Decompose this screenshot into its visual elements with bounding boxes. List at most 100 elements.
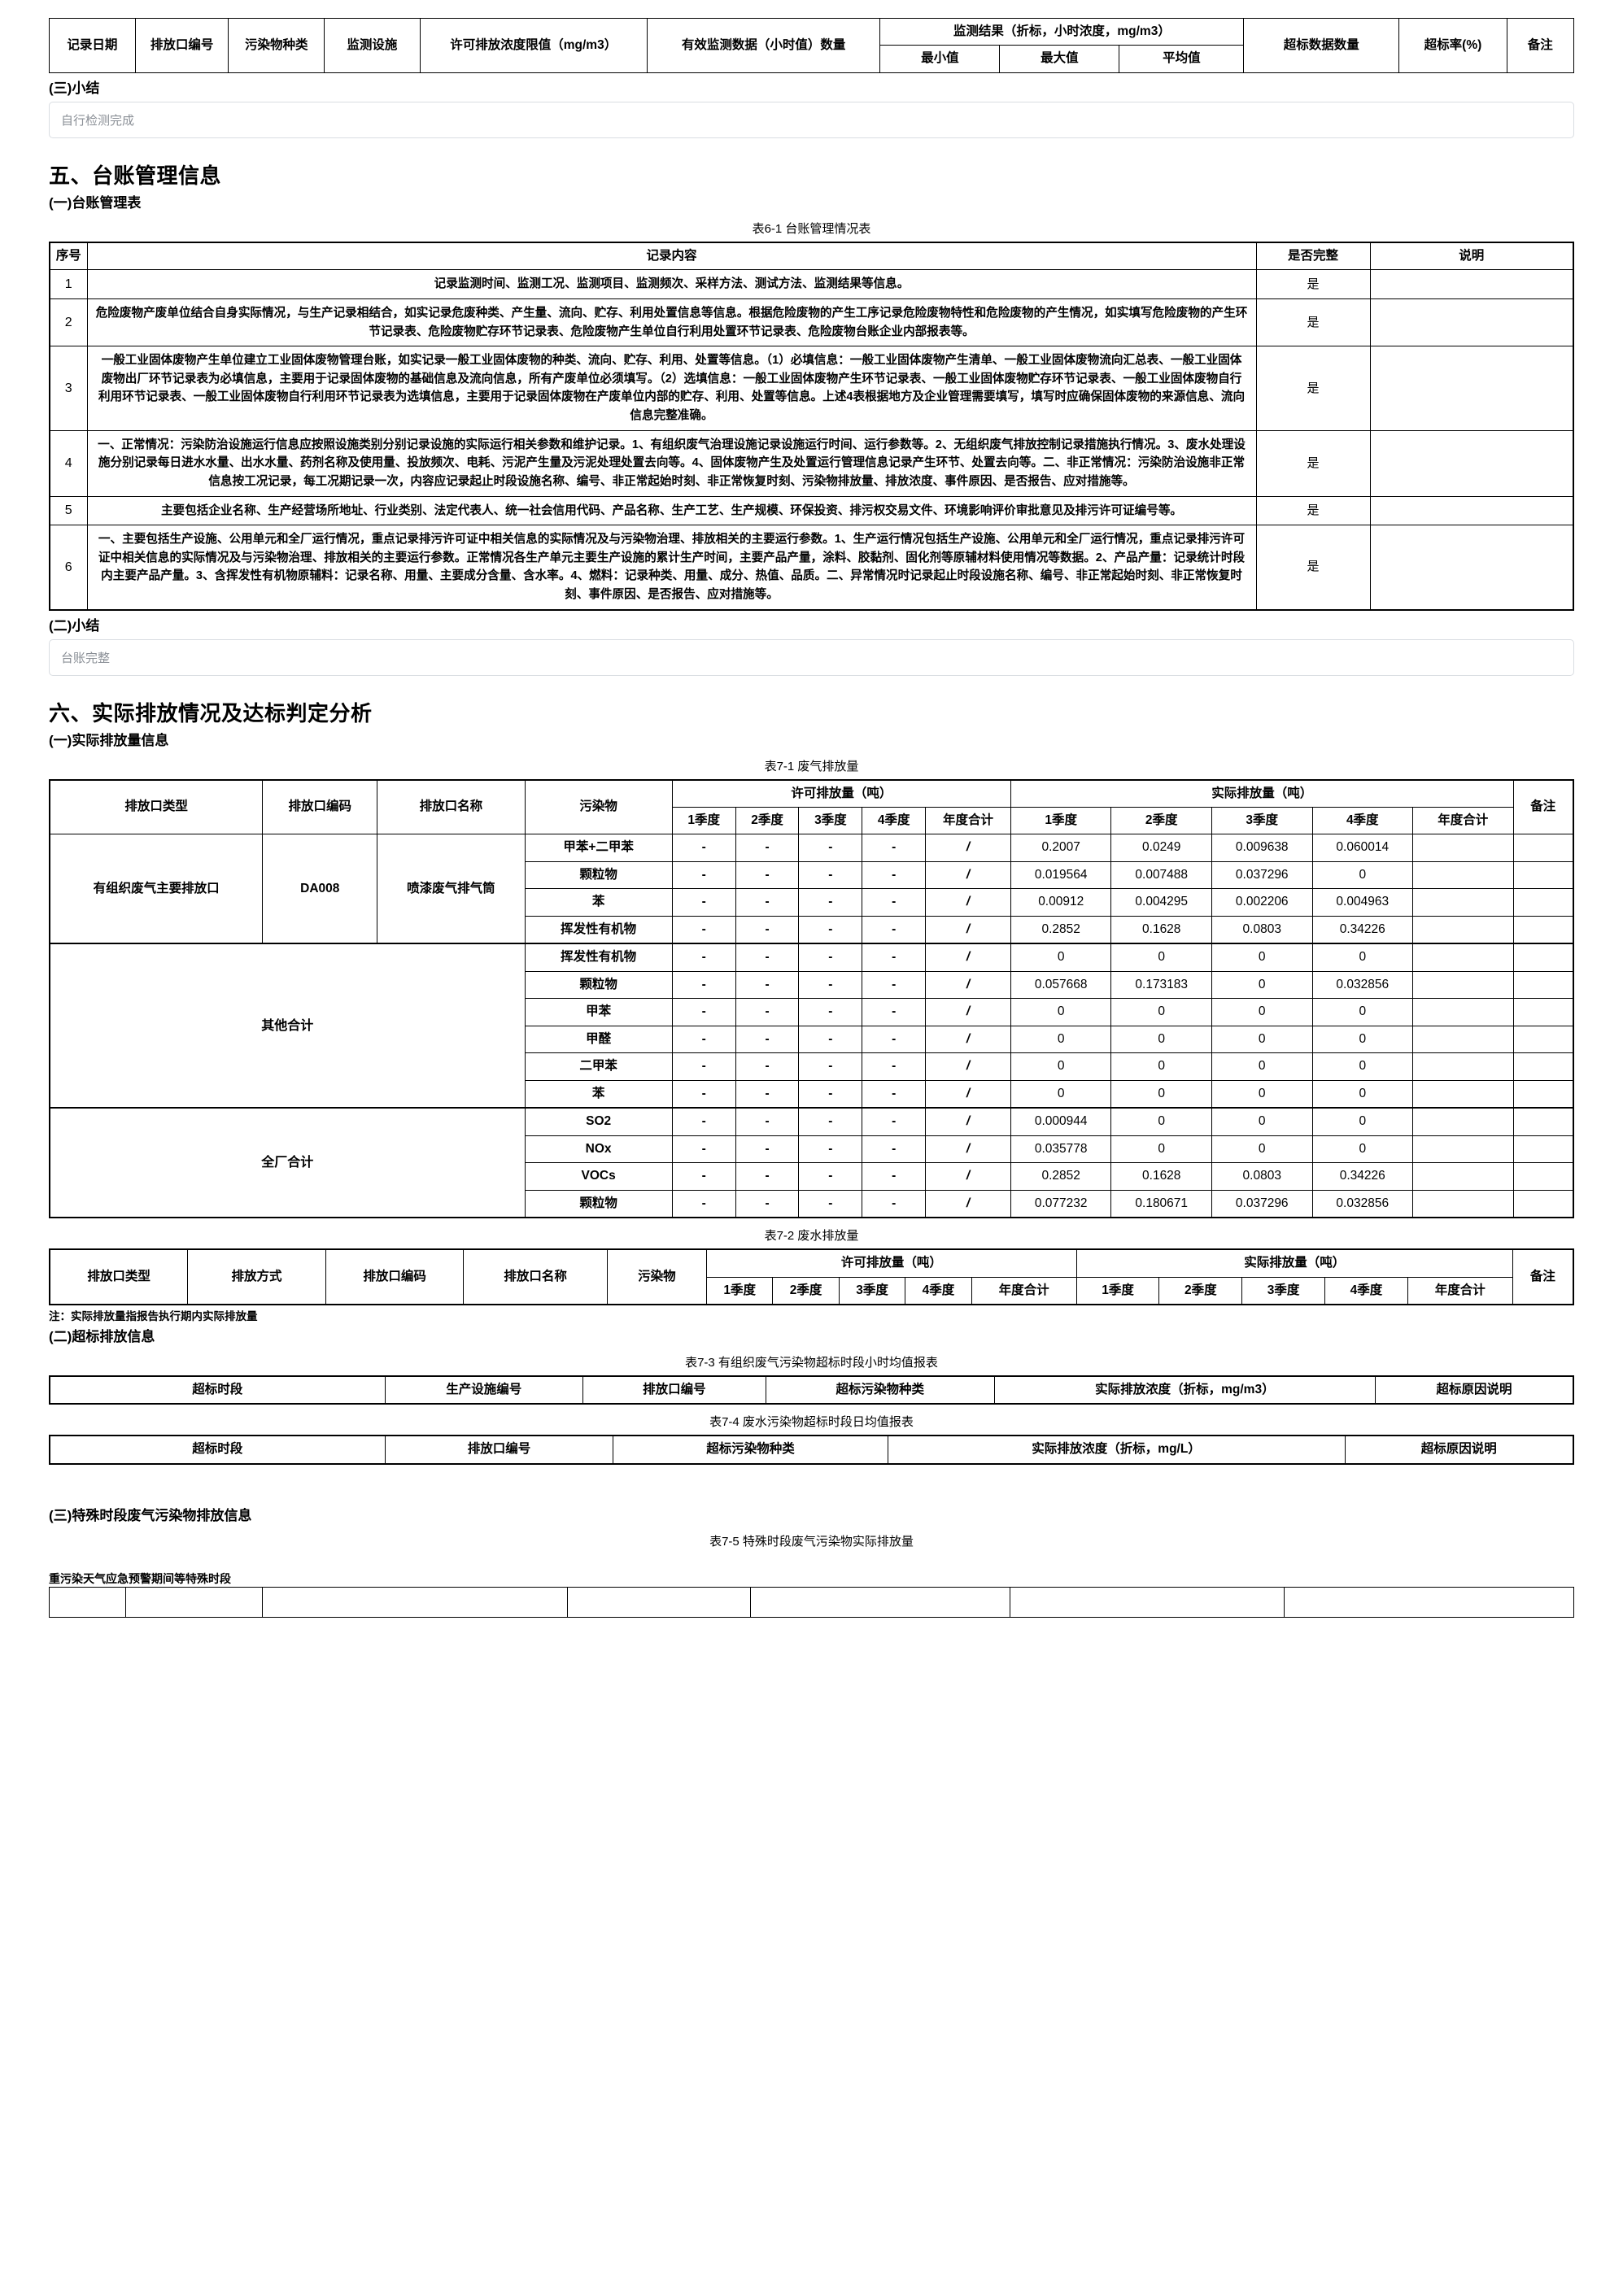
permit-q3: 3季度 bbox=[798, 807, 863, 835]
row-remark bbox=[1512, 1135, 1574, 1164]
permit-q3-cell: - bbox=[798, 1189, 863, 1218]
col-group-permitted-emission: 许可排放量（吨） bbox=[705, 1248, 1077, 1278]
pollutant-name: 二甲苯 bbox=[524, 1052, 673, 1081]
actual-q4-cell: 0 bbox=[1311, 1107, 1414, 1136]
special-cell bbox=[49, 1586, 126, 1618]
actual-q3-cell: 0 bbox=[1211, 1079, 1313, 1109]
permit-year-total-cell: / bbox=[925, 1162, 1011, 1191]
permit-q2-cell: - bbox=[735, 888, 800, 917]
actual-year-total-cell bbox=[1412, 860, 1514, 890]
col-exceed-reason: 超标原因说明 bbox=[1374, 1375, 1574, 1405]
pollutant-name: 挥发性有机物 bbox=[524, 915, 673, 944]
ledger-index: 5 bbox=[49, 495, 88, 526]
actual-year-total-cell bbox=[1412, 1079, 1514, 1109]
permit-q1-cell: - bbox=[671, 1079, 736, 1109]
actual-q2-cell: 0 bbox=[1110, 1107, 1212, 1136]
actual-q4-cell: 0.34226 bbox=[1311, 1162, 1414, 1191]
summary-input-2[interactable]: 台账完整 bbox=[49, 638, 1574, 676]
actual-q2-cell: 0.0249 bbox=[1110, 834, 1212, 862]
row-remark bbox=[1512, 1189, 1574, 1218]
col-remark: 备注 bbox=[1512, 779, 1574, 835]
outlet-group-label: 全厂合计 bbox=[49, 1107, 526, 1218]
ledger-note bbox=[1369, 525, 1574, 611]
col-outlet-number: 排放口编号 bbox=[384, 1435, 614, 1465]
ledger-col-complete: 是否完整 bbox=[1255, 242, 1371, 271]
permit-q3-cell: - bbox=[798, 860, 863, 890]
ledger-complete: 是 bbox=[1255, 298, 1371, 347]
col-discharge-method: 排放方式 bbox=[187, 1248, 326, 1305]
actual-q4: 4季度 bbox=[1324, 1276, 1408, 1305]
permit-year-total-cell: / bbox=[925, 1025, 1011, 1054]
actual-q2-cell: 0.1628 bbox=[1110, 915, 1212, 944]
actual-q2-cell: 0 bbox=[1110, 1079, 1212, 1109]
ledger-index: 1 bbox=[49, 269, 88, 300]
ledger-content: 一、正常情况：污染防治设施运行信息应按照设施类别分别记录设施的实际运行相关参数和… bbox=[86, 429, 1257, 497]
row-remark bbox=[1512, 1162, 1574, 1191]
permit-q1-cell: - bbox=[671, 888, 736, 917]
permit-q4-cell: - bbox=[862, 943, 927, 972]
permit-q4-cell: - bbox=[862, 1052, 927, 1081]
actual-year-total-cell bbox=[1412, 1025, 1514, 1054]
permit-q2-cell: - bbox=[735, 1135, 800, 1164]
table-header-row: 超标时段 生产设施编号 排放口编号 超标污染物种类 实际排放浓度（折标，mg/m… bbox=[49, 1375, 1574, 1405]
section-5-sub: (一)台账管理表 bbox=[49, 194, 142, 211]
actual-q2-cell: 0.180671 bbox=[1110, 1189, 1212, 1218]
permit-q3-cell: - bbox=[798, 1079, 863, 1109]
actual-q1-cell: 0 bbox=[1010, 998, 1112, 1026]
permit-q1-cell: - bbox=[671, 1189, 736, 1218]
row-remark bbox=[1512, 860, 1574, 890]
table-row: 苯 - - - -/0.00912 0.004295 0.002206 0.004963 bbox=[50, 888, 1574, 917]
table-header-row: 记录日期 排放口编号 污染物种类 监测设施 许可排放浓度限值（mg/m3） 有效… bbox=[49, 17, 1575, 73]
row-remark bbox=[1512, 888, 1574, 917]
emis-header-subrow: 1季度 2季度 3季度 4季度 年度合计 1季度 2季度 3季度 4季度 年度合… bbox=[50, 807, 1573, 835]
row-remark bbox=[1512, 1079, 1574, 1109]
actual-q3-cell: 0.037296 bbox=[1211, 860, 1313, 890]
actual-year-total-cell bbox=[1412, 998, 1514, 1026]
permit-q1-cell: - bbox=[671, 834, 736, 862]
table-row: 二甲苯 - - - -/0 0 0 0 bbox=[50, 1052, 1574, 1081]
table-7-5-caption: 表7-5 特殊时段废气污染物实际排放量 bbox=[709, 1534, 914, 1549]
col-pollutant: 污染物 bbox=[524, 779, 673, 835]
permit-q1-cell: - bbox=[671, 970, 736, 1000]
permit-q4-cell: - bbox=[862, 888, 927, 917]
permit-q2-cell: - bbox=[735, 1162, 800, 1191]
permit-q3-cell: - bbox=[798, 1052, 863, 1081]
ledger-col-index: 序号 bbox=[49, 242, 88, 271]
permit-q2-cell: - bbox=[735, 915, 800, 944]
section-6-sub-3: (三)特殊时段废气污染物排放信息 bbox=[49, 1507, 252, 1523]
col-production-facility-no: 生产设施编号 bbox=[384, 1375, 584, 1405]
actual-q1-cell: 0.057668 bbox=[1010, 970, 1112, 1000]
section-6-sub-1: (一)实际排放量信息 bbox=[49, 732, 169, 748]
permit-q3-cell: - bbox=[798, 834, 863, 862]
permit-q4-cell: - bbox=[862, 915, 927, 944]
actual-year-total-cell bbox=[1412, 970, 1514, 1000]
permit-year-total: 年度合计 bbox=[971, 1276, 1077, 1305]
summary-heading-1: (三)小结 bbox=[49, 80, 100, 96]
pollutant-name: 甲苯+二甲苯 bbox=[524, 834, 673, 862]
ledger-index: 2 bbox=[49, 298, 88, 347]
actual-q1-cell: 0 bbox=[1010, 1025, 1112, 1054]
ledger-complete: 是 bbox=[1255, 495, 1371, 526]
summary-input-1[interactable]: 自行检测完成 bbox=[49, 101, 1574, 138]
air-emission-body: 有组织废气主要排放口 DA008 喷漆废气排气筒 甲苯+二甲苯 - - - -/0.2007 0… bbox=[49, 834, 1574, 1218]
permit-q2-cell: - bbox=[735, 1079, 800, 1109]
actual-year-total-cell bbox=[1412, 834, 1514, 862]
permit-year-total-cell: / bbox=[925, 1107, 1011, 1136]
ledger-complete: 是 bbox=[1255, 525, 1371, 611]
permit-q3-cell: - bbox=[798, 915, 863, 944]
ledger-note bbox=[1369, 298, 1574, 347]
col-outlet-type: 排放口类型 bbox=[49, 779, 264, 835]
actual-q3-cell: 0.0803 bbox=[1211, 1162, 1313, 1191]
table-row bbox=[49, 1586, 1575, 1618]
special-cell bbox=[124, 1586, 264, 1618]
table-row: 2 危险废物产废单位结合自身实际情况，与生产记录相结合，如实记录危废种类、产生量… bbox=[49, 298, 1574, 347]
actual-q3-cell: 0 bbox=[1211, 1052, 1313, 1081]
permit-year-total-cell: / bbox=[925, 860, 1011, 890]
table-row: 颗粒物 - - - -/0.057668 0.173183 0 0.032856 bbox=[50, 970, 1574, 1000]
permit-q4-cell: - bbox=[862, 1107, 927, 1136]
col-outlet-code: 排放口编码 bbox=[262, 779, 378, 835]
emis-header-row: 排放口类型 排放口编码 排放口名称 污染物 许可排放量（吨） 实际排放量（吨） … bbox=[49, 779, 1574, 835]
permit-q1: 1季度 bbox=[671, 807, 736, 835]
permit-q4-cell: - bbox=[862, 1025, 927, 1054]
table-row: 甲苯 - - - -/0 0 0 0 bbox=[50, 998, 1574, 1026]
